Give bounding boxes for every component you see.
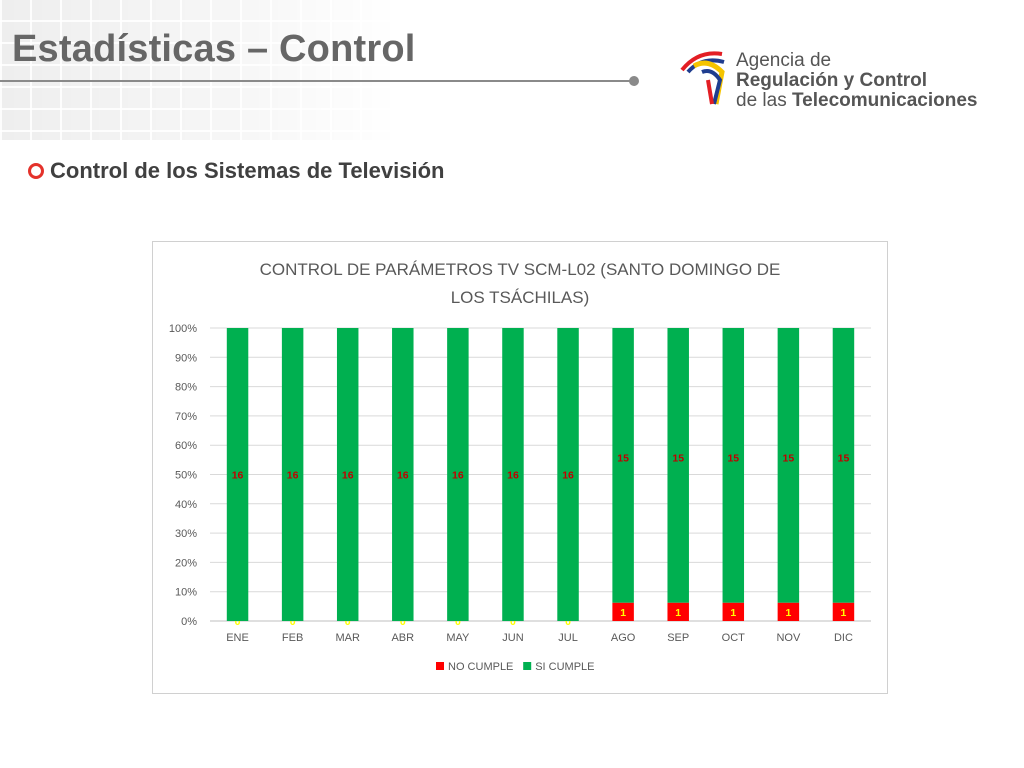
data-label: 0 bbox=[565, 616, 571, 628]
y-tick-label: 60% bbox=[175, 440, 197, 452]
bar-no-cumple bbox=[612, 602, 634, 621]
data-label: 15 bbox=[783, 452, 795, 464]
logo-line-2: Regulación y Control bbox=[736, 70, 928, 91]
data-label: 16 bbox=[342, 470, 354, 482]
bar-si-cumple bbox=[777, 328, 800, 603]
title-underline-dot bbox=[629, 76, 639, 86]
bullet-icon bbox=[28, 163, 44, 179]
x-tick-label: SEP bbox=[667, 632, 689, 644]
x-tick-label: MAY bbox=[446, 632, 470, 644]
chart-title-line-1: CONTROL DE PARÁMETROS TV SCM-L02 (SANTO … bbox=[260, 260, 781, 279]
y-tick-label: 30% bbox=[175, 528, 197, 540]
x-tick-label: DIC bbox=[834, 632, 853, 644]
bar-si-cumple bbox=[502, 328, 524, 621]
data-label: 15 bbox=[672, 452, 684, 464]
logo-line-3: de las Telecomunicaciones bbox=[736, 90, 977, 112]
logo-line-3-bold: Telecomunicaciones bbox=[791, 90, 978, 111]
bar-si-cumple bbox=[832, 328, 855, 603]
data-label: 0 bbox=[290, 616, 296, 628]
y-tick-label: 10% bbox=[175, 587, 197, 599]
x-tick-label: MAR bbox=[335, 632, 360, 644]
bar-no-cumple bbox=[777, 602, 800, 621]
data-label: 16 bbox=[562, 470, 574, 482]
x-tick-label: AGO bbox=[611, 632, 636, 644]
data-label: 1 bbox=[785, 607, 791, 619]
y-tick-label: 20% bbox=[175, 557, 197, 569]
data-label: 15 bbox=[617, 452, 629, 464]
logo-line-1: Agencia de bbox=[736, 50, 832, 71]
bar-si-cumple bbox=[612, 328, 634, 603]
y-tick-label: 70% bbox=[175, 411, 197, 423]
data-label: 1 bbox=[730, 607, 736, 619]
legend-label-no-cumple: NO CUMPLE bbox=[448, 661, 513, 673]
data-label: 16 bbox=[397, 470, 409, 482]
y-tick-label: 100% bbox=[169, 323, 197, 335]
y-tick-label: 40% bbox=[175, 499, 197, 511]
y-tick-label: 50% bbox=[175, 470, 197, 482]
x-tick-label: FEB bbox=[282, 632, 303, 644]
legend-swatch-si-cumple bbox=[523, 662, 532, 670]
section-heading: Control de los Sistemas de Televisión bbox=[50, 158, 445, 183]
data-label: 0 bbox=[400, 616, 406, 628]
page-title: Estadísticas – Control bbox=[12, 28, 416, 70]
x-tick-label: ENE bbox=[226, 632, 249, 644]
data-label: 15 bbox=[727, 452, 739, 464]
data-label: 1 bbox=[620, 607, 626, 619]
data-label: 15 bbox=[838, 452, 850, 464]
data-label: 16 bbox=[232, 470, 244, 482]
header-pattern bbox=[0, 0, 400, 140]
x-tick-label: NOV bbox=[776, 632, 801, 644]
logo-mark-icon bbox=[680, 51, 725, 105]
chart-title-line-2: LOS TSÁCHILAS) bbox=[451, 288, 590, 307]
agency-logo: Agencia de Regulación y Control de las T… bbox=[678, 46, 978, 116]
bar-no-cumple bbox=[722, 602, 745, 621]
bar-si-cumple bbox=[722, 328, 745, 603]
logo-line-3-prefix: de las bbox=[736, 90, 792, 111]
bar-si-cumple bbox=[667, 328, 689, 603]
bar-si-cumple bbox=[557, 328, 579, 621]
x-tick-label: JUL bbox=[558, 632, 578, 644]
legend-swatch-no-cumple bbox=[436, 662, 444, 670]
y-tick-label: 80% bbox=[175, 382, 197, 394]
bar-si-cumple bbox=[281, 328, 304, 621]
bar-si-cumple bbox=[392, 328, 414, 621]
bar-no-cumple bbox=[667, 602, 689, 621]
data-label: 1 bbox=[675, 607, 681, 619]
data-label: 16 bbox=[452, 470, 464, 482]
y-tick-label: 0% bbox=[181, 616, 197, 628]
bar-si-cumple bbox=[226, 328, 249, 621]
data-label: 1 bbox=[841, 607, 847, 619]
stacked-bar-chart: CONTROL DE PARÁMETROS TV SCM-L02 (SANTO … bbox=[169, 260, 871, 673]
data-label: 16 bbox=[287, 470, 299, 482]
x-tick-label: JUN bbox=[502, 632, 523, 644]
bar-si-cumple bbox=[336, 328, 359, 621]
chart-frame: CONTROL DE PARÁMETROS TV SCM-L02 (SANTO … bbox=[152, 241, 888, 694]
bar-si-cumple bbox=[447, 328, 469, 621]
data-label: 0 bbox=[510, 616, 516, 628]
legend-label-si-cumple: SI CUMPLE bbox=[535, 661, 594, 673]
title-underline bbox=[0, 80, 630, 82]
x-tick-label: ABR bbox=[391, 632, 414, 644]
x-tick-label: OCT bbox=[722, 632, 746, 644]
data-label: 16 bbox=[507, 470, 519, 482]
y-tick-label: 90% bbox=[175, 352, 197, 364]
data-label: 0 bbox=[455, 616, 461, 628]
data-label: 0 bbox=[235, 616, 241, 628]
bar-no-cumple bbox=[832, 602, 855, 621]
data-label: 0 bbox=[345, 616, 351, 628]
